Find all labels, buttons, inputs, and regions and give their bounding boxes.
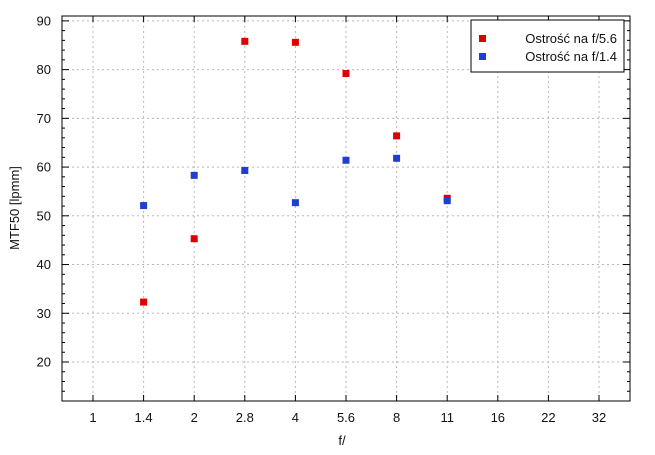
- y-ticks: 20 30 40 50 60 70 80 90: [37, 13, 630, 392]
- legend-label-focus-5-6: Ostrość na f/5.6: [525, 31, 617, 46]
- y-tick-label: 60: [37, 160, 51, 175]
- x-tick-label: 11: [440, 410, 454, 425]
- data-point-focus-5-6: [190, 235, 198, 243]
- x-tick-label: 2: [191, 410, 198, 425]
- x-tick-label: 22: [541, 410, 555, 425]
- x-tick-label: 2.8: [236, 410, 254, 425]
- x-tick-label: 1: [89, 410, 96, 425]
- data-point-focus-1-4: [190, 171, 198, 179]
- y-tick-label: 70: [37, 111, 51, 126]
- data-point-focus-1-4: [443, 197, 451, 205]
- data-point-focus-5-6: [241, 37, 249, 45]
- data-point-focus-5-6: [393, 132, 401, 140]
- x-tick-label: 8: [393, 410, 400, 425]
- data-point-focus-1-4: [241, 166, 249, 174]
- legend-marker-blue: [479, 53, 486, 60]
- x-tick-label: 4: [292, 410, 299, 425]
- data-point-focus-1-4: [393, 154, 401, 162]
- grid: [62, 16, 630, 401]
- data-point-focus-5-6: [140, 298, 148, 306]
- legend-marker-red: [479, 35, 486, 42]
- x-axis-title: f/: [338, 433, 346, 448]
- data-point-focus-1-4: [291, 199, 299, 207]
- y-tick-label: 20: [37, 355, 51, 370]
- data-point-focus-5-6: [342, 70, 350, 78]
- y-axis-title: MTF50 [lpmm]: [7, 166, 22, 250]
- x-tick-label: 5.6: [337, 410, 355, 425]
- x-tick-label: 1.4: [135, 410, 153, 425]
- data-points: [140, 37, 451, 306]
- y-tick-label: 90: [37, 13, 51, 28]
- legend-box: [470, 19, 625, 73]
- legend-label-focus-1-4: Ostrość na f/1.4: [525, 49, 617, 64]
- data-point-focus-1-4: [140, 202, 148, 210]
- data-point-focus-1-4: [342, 156, 350, 164]
- y-tick-label: 80: [37, 62, 51, 77]
- plot-frame: [61, 15, 631, 402]
- legend: Ostrość na f/5.6 Ostrość na f/1.4: [470, 19, 625, 73]
- x-ticks: 1 1.4 2 2.8 4 5.6 8 11 16 22 32: [89, 16, 606, 425]
- data-point-focus-5-6: [291, 38, 299, 46]
- y-tick-label: 50: [37, 208, 51, 223]
- x-tick-label: 32: [592, 410, 606, 425]
- y-tick-label: 40: [37, 257, 51, 272]
- y-tick-label: 30: [37, 306, 51, 321]
- x-tick-label: 16: [491, 410, 505, 425]
